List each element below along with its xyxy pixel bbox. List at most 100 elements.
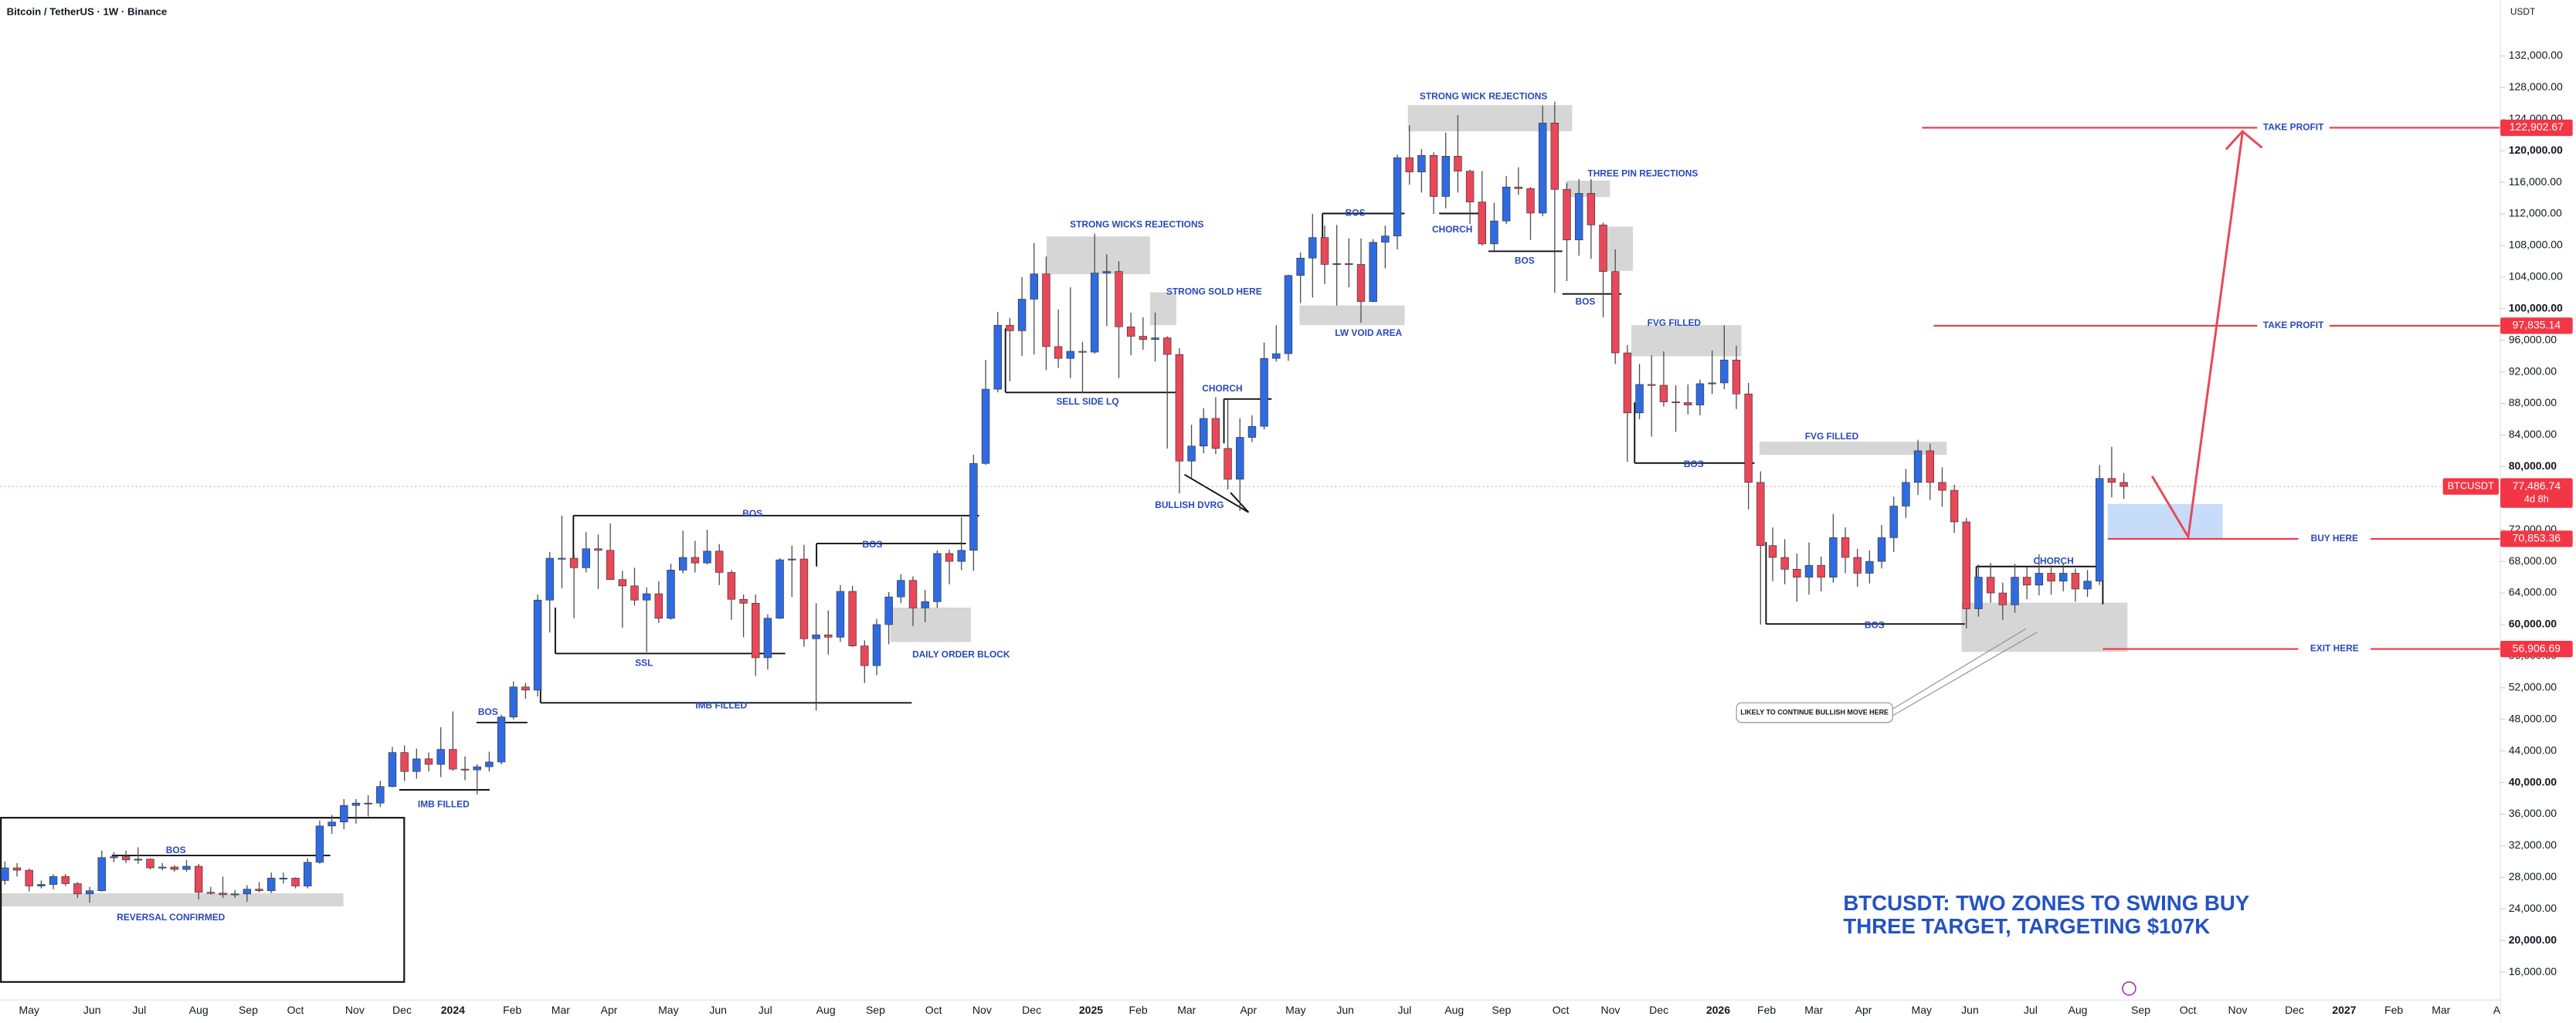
x-tick-label: Sep — [1492, 1004, 1511, 1016]
y-tick-label: 48,000.00 — [2509, 712, 2557, 724]
candle-body — [1369, 242, 1377, 302]
candle-body — [1865, 561, 1874, 574]
y-tick-label: 80,000.00 — [2509, 459, 2557, 472]
x-tick-label: Feb — [1129, 1004, 1148, 1016]
candle-body — [1078, 351, 1087, 353]
candle-body — [2035, 573, 2044, 586]
candle-body — [799, 558, 809, 639]
axes: 16,000.00 20,000.00 24,000.00 28,000.00 32,0… — [19, 49, 2573, 1016]
candle-body — [1417, 154, 1426, 173]
candle-body — [315, 825, 324, 863]
y-tick-label: 44,000.00 — [2509, 744, 2557, 756]
x-tick-label: Dec — [392, 1004, 412, 1016]
candle-body — [1829, 537, 1838, 578]
candle-body — [2071, 573, 2080, 590]
candle-body — [521, 686, 530, 691]
zone — [1565, 180, 1610, 198]
annotation: STRONG WICK REJECTIONS — [1420, 91, 1547, 102]
candle-body — [788, 558, 796, 561]
candle-body — [654, 593, 664, 619]
level-label-bg — [2257, 320, 2330, 332]
annotation: STRONG WICKS REJECTIONS — [1070, 219, 1203, 230]
y-tick-label: 40,000.00 — [2509, 775, 2557, 788]
x-tick-label: Apr — [1240, 1004, 1257, 1016]
candle-body — [545, 557, 554, 601]
candle-body — [1296, 257, 1305, 276]
candle-body — [400, 752, 409, 772]
y-tick-label: 132,000.00 — [2509, 49, 2563, 61]
x-tick-label: Mar — [552, 1004, 570, 1016]
x-tick-label: 2026 — [1706, 1004, 1730, 1016]
candle-body — [836, 591, 845, 638]
candle-body — [1272, 353, 1281, 359]
zone — [890, 607, 972, 642]
candle-body — [243, 889, 252, 895]
candle-body — [667, 570, 675, 619]
candle-body — [1574, 193, 1583, 241]
candle-body — [945, 553, 954, 562]
y-tick-label: 104,000.00 — [2509, 270, 2563, 283]
candle-body — [1102, 271, 1112, 274]
candle-body — [1429, 154, 1438, 197]
headline: THREE TARGET, TARGETING $107K — [1843, 914, 2210, 938]
y-tick-label: 28,000.00 — [2509, 870, 2557, 882]
candle-body — [1090, 273, 1099, 353]
candle-body — [921, 601, 929, 608]
x-tick-label: 2024 — [441, 1004, 465, 1016]
candle-body — [752, 603, 760, 659]
candle-body — [1042, 273, 1050, 347]
candle-body — [1623, 352, 1632, 414]
candle-body — [884, 596, 893, 625]
x-tick-label: Aug — [189, 1004, 209, 1016]
candle-body — [12, 867, 22, 871]
candle-body — [2120, 482, 2128, 487]
price-axis — [2500, 0, 2576, 1023]
candle-body — [763, 618, 772, 659]
level-price-label: 56,906.69 — [2513, 642, 2561, 654]
x-tick-label: Feb — [503, 1004, 521, 1016]
level-label-bg — [2257, 122, 2330, 134]
candle-body — [388, 752, 397, 787]
x-tick-label: Jul — [2024, 1004, 2038, 1016]
candle-body — [1768, 545, 1777, 558]
x-tick-label: Oct — [2180, 1004, 2197, 1016]
event-icon[interactable] — [2122, 981, 2136, 996]
x-tick-label: Jun — [1961, 1004, 1979, 1016]
y-tick-label: 16,000.00 — [2509, 965, 2557, 977]
candle-body — [691, 557, 700, 564]
x-tick-label: 2025 — [1079, 1004, 1103, 1016]
candle-body — [969, 462, 978, 551]
x-tick-label: Oct — [925, 1004, 942, 1016]
annotation: STRONG SOLD HERE — [1166, 286, 1262, 297]
annotation: BOS — [1684, 459, 1704, 469]
candle-body — [1684, 402, 1692, 405]
candle-body — [1441, 155, 1450, 197]
candle-body — [1393, 158, 1402, 236]
annotation: BOS — [166, 845, 186, 855]
annotation: BOS — [1515, 255, 1535, 266]
candle-body — [1381, 235, 1390, 243]
x-tick-label: Mar — [2432, 1004, 2450, 1016]
candle-body — [460, 768, 470, 771]
candle-body — [97, 857, 106, 892]
zone — [1407, 105, 1573, 132]
candle-body — [182, 865, 191, 870]
candle-body — [1610, 271, 1620, 354]
y-tick-label: 64,000.00 — [2509, 586, 2557, 598]
x-tick-label: Aug — [816, 1004, 836, 1016]
zone — [1759, 442, 1947, 456]
y-tick-label: 32,000.00 — [2509, 838, 2557, 851]
annotation: BOS — [1865, 619, 1885, 630]
candle-body — [1720, 359, 1729, 384]
arrow-head — [2225, 130, 2263, 151]
candle-body — [1236, 437, 1244, 480]
candle-body — [49, 876, 58, 885]
candle-body — [1356, 264, 1366, 302]
candle-body — [424, 758, 433, 765]
candle-body — [37, 884, 46, 886]
x-tick-label: Nov — [2228, 1004, 2247, 1016]
annotation: BOS — [478, 706, 498, 717]
candle-body — [1804, 564, 1814, 578]
candle-body — [1115, 271, 1123, 327]
annotation: SELL SIDE LQ — [1056, 396, 1118, 407]
